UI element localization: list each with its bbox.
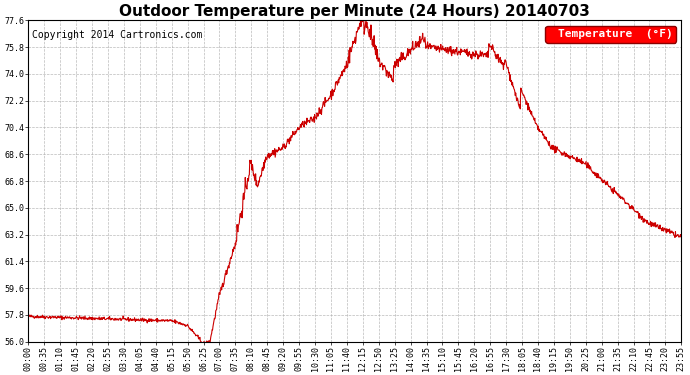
Text: Copyright 2014 Cartronics.com: Copyright 2014 Cartronics.com: [32, 30, 202, 40]
Legend: Temperature  (°F): Temperature (°F): [546, 26, 676, 42]
Title: Outdoor Temperature per Minute (24 Hours) 20140703: Outdoor Temperature per Minute (24 Hours…: [119, 4, 590, 19]
